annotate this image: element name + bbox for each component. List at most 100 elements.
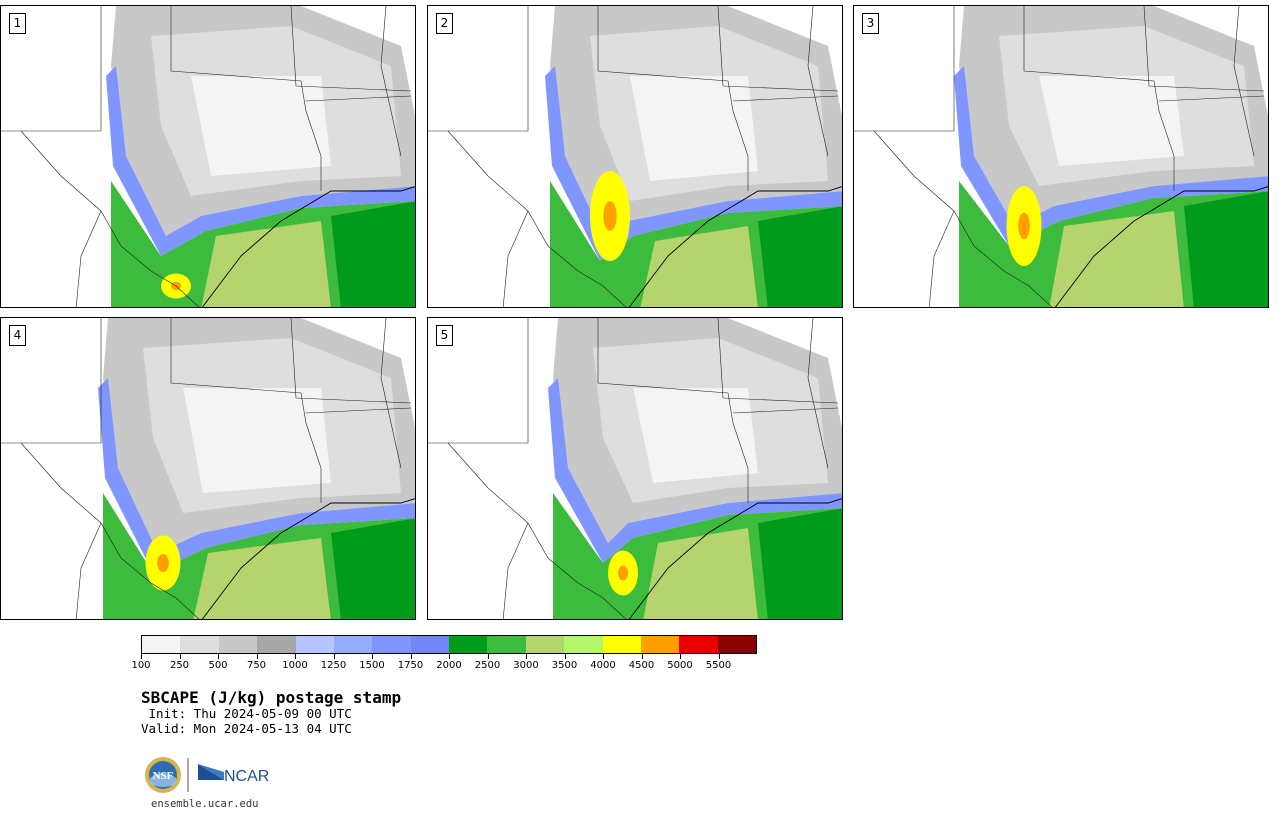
state-border bbox=[854, 6, 955, 132]
state-border bbox=[305, 407, 412, 414]
colorbar-tick bbox=[372, 654, 373, 659]
colorbar-swatch bbox=[449, 636, 488, 653]
panel-number-1: 1 bbox=[9, 13, 26, 34]
state-border bbox=[290, 318, 412, 404]
colorbar-swatch bbox=[602, 636, 641, 653]
state-border bbox=[597, 6, 749, 191]
colorbar-swatch bbox=[640, 636, 680, 653]
gulf-coastline bbox=[628, 498, 842, 619]
map-panel-4: 4 bbox=[0, 317, 416, 620]
colorbar-tick bbox=[333, 654, 335, 659]
extreme-cape-core bbox=[157, 553, 169, 573]
colorbar-tick bbox=[295, 654, 296, 659]
colorbar-swatch bbox=[372, 636, 411, 653]
high-cape-region bbox=[640, 226, 758, 307]
state-border bbox=[290, 6, 412, 92]
colorbar-tick-label: 3000 bbox=[513, 660, 539, 671]
colorbar-swatch bbox=[525, 636, 565, 653]
sbcape-map-3 bbox=[854, 6, 1268, 307]
mexico-state-border bbox=[502, 210, 529, 307]
high-cape-region bbox=[1049, 211, 1184, 307]
gulf-coastline bbox=[201, 186, 415, 307]
nsf-logo-icon: NSF bbox=[145, 757, 181, 793]
sbcape-map-4 bbox=[1, 318, 415, 619]
rio-grande-border bbox=[20, 442, 200, 619]
colorbar-tick-label: 5500 bbox=[705, 660, 732, 671]
state-border bbox=[1143, 6, 1265, 92]
gulf-coastline bbox=[628, 186, 842, 307]
state-border bbox=[597, 318, 749, 503]
svg-text:NCAR: NCAR bbox=[224, 768, 269, 785]
colorbar-tick-label: 250 bbox=[169, 660, 190, 671]
colorbar-tick-label: 4000 bbox=[590, 660, 616, 671]
plot-title: SBCAPE (J/kg) postage stamp bbox=[141, 688, 402, 707]
colorbar-tick bbox=[718, 654, 720, 659]
state-border bbox=[1023, 6, 1175, 191]
dry-air-core bbox=[633, 388, 758, 483]
state-border bbox=[170, 6, 322, 191]
extreme-cape-core bbox=[1018, 212, 1030, 240]
colorbar-tick-label: 1250 bbox=[320, 660, 347, 671]
map-panel-3: 3 bbox=[853, 5, 1269, 308]
colorbar-tick-label: 500 bbox=[208, 660, 228, 671]
panel-number-5: 5 bbox=[436, 325, 453, 346]
colorbar-swatch bbox=[564, 636, 603, 653]
state-border bbox=[1158, 95, 1265, 102]
gulf-cape-region bbox=[758, 206, 842, 307]
state-border bbox=[717, 318, 839, 404]
colorbar-swatch bbox=[487, 636, 526, 653]
colorbar-tick bbox=[564, 654, 566, 659]
moist-transition-band bbox=[98, 378, 415, 573]
colorbar-swatch bbox=[717, 636, 756, 653]
valid-time: Valid: Mon 2024-05-13 04 UTC bbox=[141, 721, 352, 736]
colorbar-swatch bbox=[679, 636, 718, 653]
state-border bbox=[807, 6, 829, 157]
svg-text:NSF: NSF bbox=[153, 770, 174, 782]
colorbar-tick-label: 2500 bbox=[474, 660, 501, 671]
colorbar-swatch bbox=[295, 636, 334, 653]
gulf-cape-region bbox=[758, 508, 842, 619]
state-border bbox=[380, 6, 402, 157]
colorbar-tick bbox=[526, 654, 527, 659]
state-border bbox=[807, 318, 829, 469]
state-border bbox=[170, 318, 322, 503]
mexico-state-border bbox=[928, 210, 955, 307]
colorbar-swatch bbox=[257, 636, 296, 653]
state-border bbox=[305, 95, 412, 102]
colorbar-tick-label: 1750 bbox=[397, 660, 424, 671]
dry-air-core bbox=[183, 388, 331, 493]
state-border bbox=[717, 6, 839, 92]
gulf-coastline bbox=[1054, 186, 1268, 307]
colorbar-swatch bbox=[218, 636, 258, 653]
ncar-logo-icon: NCAR bbox=[198, 764, 269, 785]
rio-grande-border bbox=[873, 130, 1053, 307]
colorbar-tick-label: 1500 bbox=[359, 660, 385, 671]
dry-air-core bbox=[630, 76, 758, 181]
colorbar-swatch bbox=[333, 636, 373, 653]
colorbar-tick bbox=[603, 654, 604, 659]
colorbar-tick bbox=[141, 654, 142, 659]
gulf-cape-region bbox=[331, 518, 415, 619]
panel-number-2: 2 bbox=[436, 13, 453, 34]
dry-air-core bbox=[191, 76, 331, 176]
panel-number-3: 3 bbox=[862, 13, 879, 34]
high-cape-region bbox=[201, 221, 331, 307]
state-border bbox=[1233, 6, 1255, 157]
extreme-cape-core bbox=[603, 201, 617, 231]
colorbar-tick-label: 2000 bbox=[436, 660, 462, 671]
state-border bbox=[1, 318, 102, 444]
extreme-cape-core bbox=[618, 565, 628, 581]
gulf-cape-region bbox=[1184, 191, 1268, 307]
colorbar-swatch bbox=[410, 636, 449, 653]
state-border bbox=[1, 6, 102, 132]
state-border bbox=[380, 318, 402, 469]
init-time: Init: Thu 2024-05-09 00 UTC bbox=[141, 706, 352, 721]
mexico-state-border bbox=[502, 522, 529, 619]
colorbar-tick bbox=[410, 654, 412, 659]
map-panel-5: 5 bbox=[427, 317, 843, 620]
panel-number-4: 4 bbox=[9, 325, 26, 346]
map-panel-1: 1 bbox=[0, 5, 416, 308]
high-cape-region bbox=[643, 528, 758, 619]
colorbar-swatch bbox=[180, 636, 219, 653]
colorbar-tick-label: 750 bbox=[246, 660, 267, 671]
